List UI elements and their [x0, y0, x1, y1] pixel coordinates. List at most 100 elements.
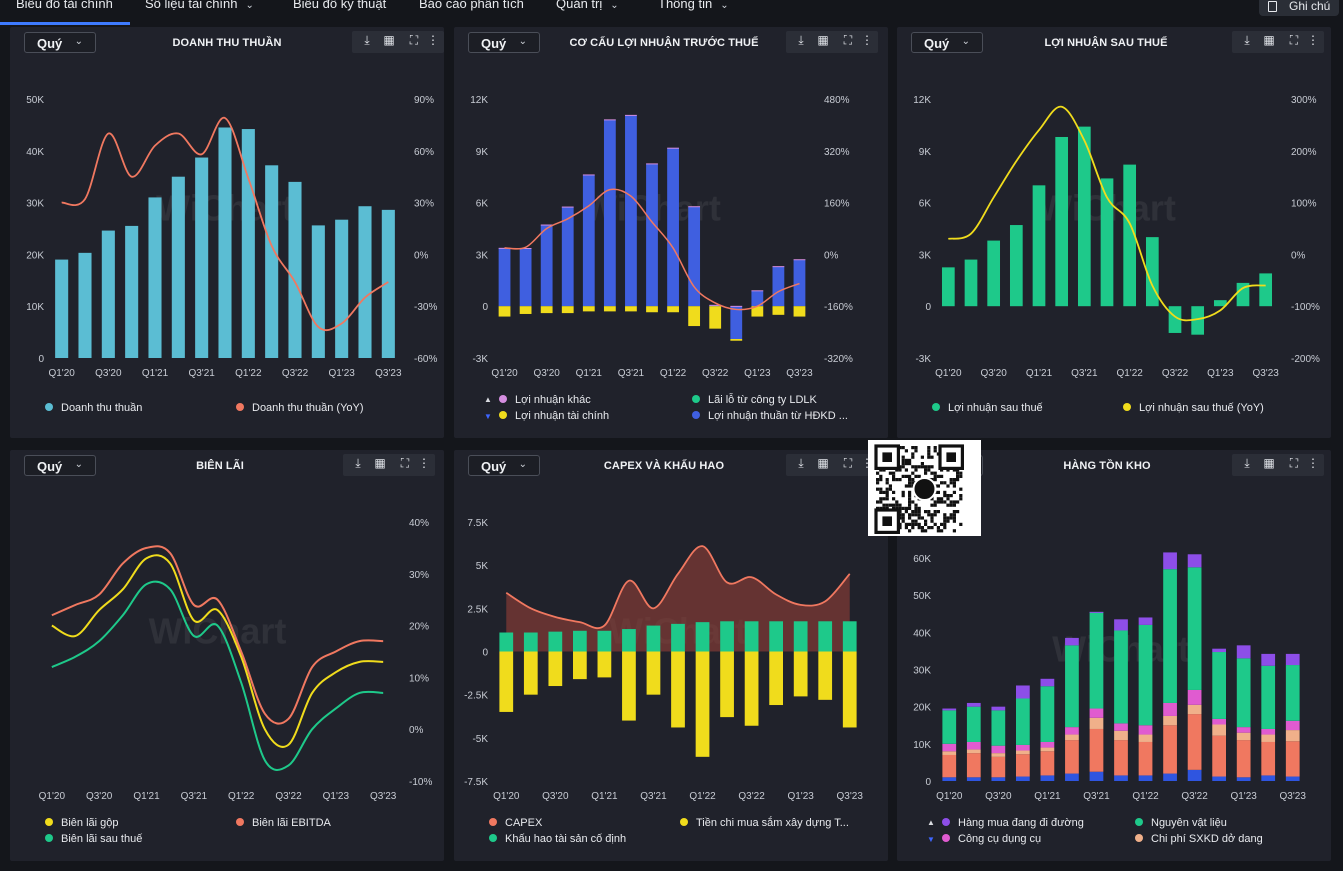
stack-segment[interactable] [688, 206, 701, 208]
capex-spend-bar[interactable] [622, 651, 636, 721]
stack-segment[interactable] [688, 206, 701, 307]
depreciation-bar[interactable] [818, 621, 833, 652]
depreciation-bar[interactable] [720, 621, 734, 652]
inventory-segment[interactable] [1163, 773, 1177, 781]
inventory-segment[interactable] [1285, 776, 1300, 781]
stack-segment[interactable] [772, 306, 785, 315]
pbt-yoy-line[interactable] [504, 188, 800, 311]
bar-revenue[interactable] [101, 230, 115, 358]
inventory-segment[interactable] [1138, 617, 1153, 625]
legend-item[interactable]: Doanh thu thuần [45, 402, 142, 414]
inventory-segment[interactable] [1089, 771, 1104, 781]
bar-revenue[interactable] [78, 252, 92, 358]
depreciation-bar[interactable] [597, 630, 612, 652]
bar-npat[interactable] [1100, 178, 1114, 307]
legend-item[interactable]: CAPEX [489, 817, 542, 829]
capex-spend-bar[interactable] [572, 651, 587, 680]
inventory-segment[interactable] [1261, 741, 1276, 776]
tab-governance[interactable]: Quản trị ⌄ [556, 0, 619, 11]
stack-segment[interactable] [646, 163, 658, 307]
inventory-segment[interactable] [1015, 754, 1030, 777]
stack-segment[interactable] [772, 266, 785, 268]
legend-item[interactable]: Doanh thu thuần (YoY) [236, 402, 364, 414]
legend-item[interactable]: Lợi nhuận tài chính [499, 410, 609, 422]
stack-segment[interactable] [793, 259, 806, 261]
stack-segment[interactable] [582, 174, 595, 307]
inventory-segment[interactable] [1187, 689, 1202, 705]
legend-scroll-up-icon[interactable]: ▲ [484, 395, 492, 404]
stack-segment[interactable] [730, 306, 743, 340]
stack-segment[interactable] [625, 306, 637, 312]
inventory-segment[interactable] [1015, 750, 1030, 755]
bar-npat[interactable] [1191, 306, 1205, 335]
inventory-segment[interactable] [1163, 569, 1177, 703]
inventory-segment[interactable] [991, 756, 1006, 778]
depreciation-bar[interactable] [499, 632, 514, 652]
stack-segment[interactable] [751, 290, 764, 307]
inventory-segment[interactable] [1187, 714, 1202, 770]
inventory-segment[interactable] [1114, 723, 1128, 731]
inventory-segment[interactable] [942, 743, 957, 752]
capex-spend-bar[interactable] [523, 651, 538, 695]
capex-spend-bar[interactable] [793, 651, 808, 697]
inventory-segment[interactable] [1236, 658, 1251, 728]
more-icon[interactable]: ⋮ [418, 456, 430, 470]
inventory-segment[interactable] [1236, 732, 1251, 741]
download-icon[interactable]: ⤓ [355, 456, 361, 470]
inventory-segment[interactable] [991, 710, 1006, 746]
more-icon[interactable]: ⋮ [1307, 456, 1319, 470]
legend-item[interactable]: Biên lãi EBITDA [236, 817, 331, 829]
stack-segment[interactable] [519, 306, 532, 314]
inventory-segment[interactable] [1261, 665, 1276, 729]
inventory-segment[interactable] [1089, 708, 1104, 718]
capex-spend-bar[interactable] [720, 651, 734, 718]
margin-line[interactable] [51, 545, 384, 725]
inventory-segment[interactable] [942, 710, 957, 744]
inventory-segment[interactable] [1285, 730, 1300, 742]
inventory-segment[interactable] [1114, 619, 1128, 631]
inventory-segment[interactable] [942, 777, 957, 781]
bar-npat[interactable] [1213, 300, 1227, 307]
excel-icon[interactable]: ▦ [1263, 33, 1275, 47]
inventory-segment[interactable] [1065, 773, 1079, 781]
inventory-segment[interactable] [991, 745, 1006, 754]
inventory-segment[interactable] [1187, 554, 1202, 568]
depreciation-bar[interactable] [769, 621, 784, 652]
stack-segment[interactable] [667, 306, 679, 313]
excel-icon[interactable]: ▦ [374, 456, 386, 470]
stack-segment[interactable] [582, 174, 595, 176]
capex-spend-bar[interactable] [548, 651, 563, 687]
legend-item[interactable]: Khấu hao tài sản cố định [489, 833, 626, 845]
stack-segment[interactable] [667, 147, 679, 149]
fullscreen-icon[interactable]: ⛶ [843, 456, 853, 470]
inventory-segment[interactable] [1285, 653, 1300, 666]
inventory-segment[interactable] [1138, 624, 1153, 726]
inventory-segment[interactable] [1261, 728, 1276, 735]
inventory-segment[interactable] [1163, 725, 1177, 774]
bar-npat[interactable] [941, 267, 955, 307]
excel-icon[interactable]: ▦ [817, 456, 829, 470]
inventory-segment[interactable] [1065, 637, 1079, 646]
stack-segment[interactable] [625, 114, 637, 116]
stack-segment[interactable] [730, 339, 743, 341]
inventory-segment[interactable] [1285, 720, 1300, 731]
inventory-segment[interactable] [991, 753, 1006, 757]
inventory-segment[interactable] [1040, 686, 1055, 742]
stack-segment[interactable] [646, 306, 658, 313]
download-icon[interactable]: ⤓ [1244, 456, 1250, 470]
inventory-segment[interactable] [1212, 652, 1227, 719]
legend-scroll-down-icon[interactable]: ▼ [927, 835, 935, 844]
more-icon[interactable]: ⋮ [427, 33, 439, 47]
inventory-segment[interactable] [1261, 734, 1276, 742]
legend-item[interactable]: Công cụ dụng cụ [942, 833, 1041, 845]
bar-revenue[interactable] [335, 219, 349, 358]
bar-revenue[interactable] [125, 225, 139, 358]
capex-spend-bar[interactable] [818, 651, 833, 700]
capex-spend-bar[interactable] [744, 651, 759, 726]
legend-scroll-up-icon[interactable]: ▲ [927, 818, 935, 827]
depreciation-bar[interactable] [744, 621, 759, 652]
legend-item[interactable]: Lợi nhuận sau thuế (YoY) [1123, 402, 1264, 414]
depreciation-bar[interactable] [523, 632, 538, 652]
depreciation-bar[interactable] [646, 625, 661, 652]
inventory-segment[interactable] [1138, 741, 1153, 776]
